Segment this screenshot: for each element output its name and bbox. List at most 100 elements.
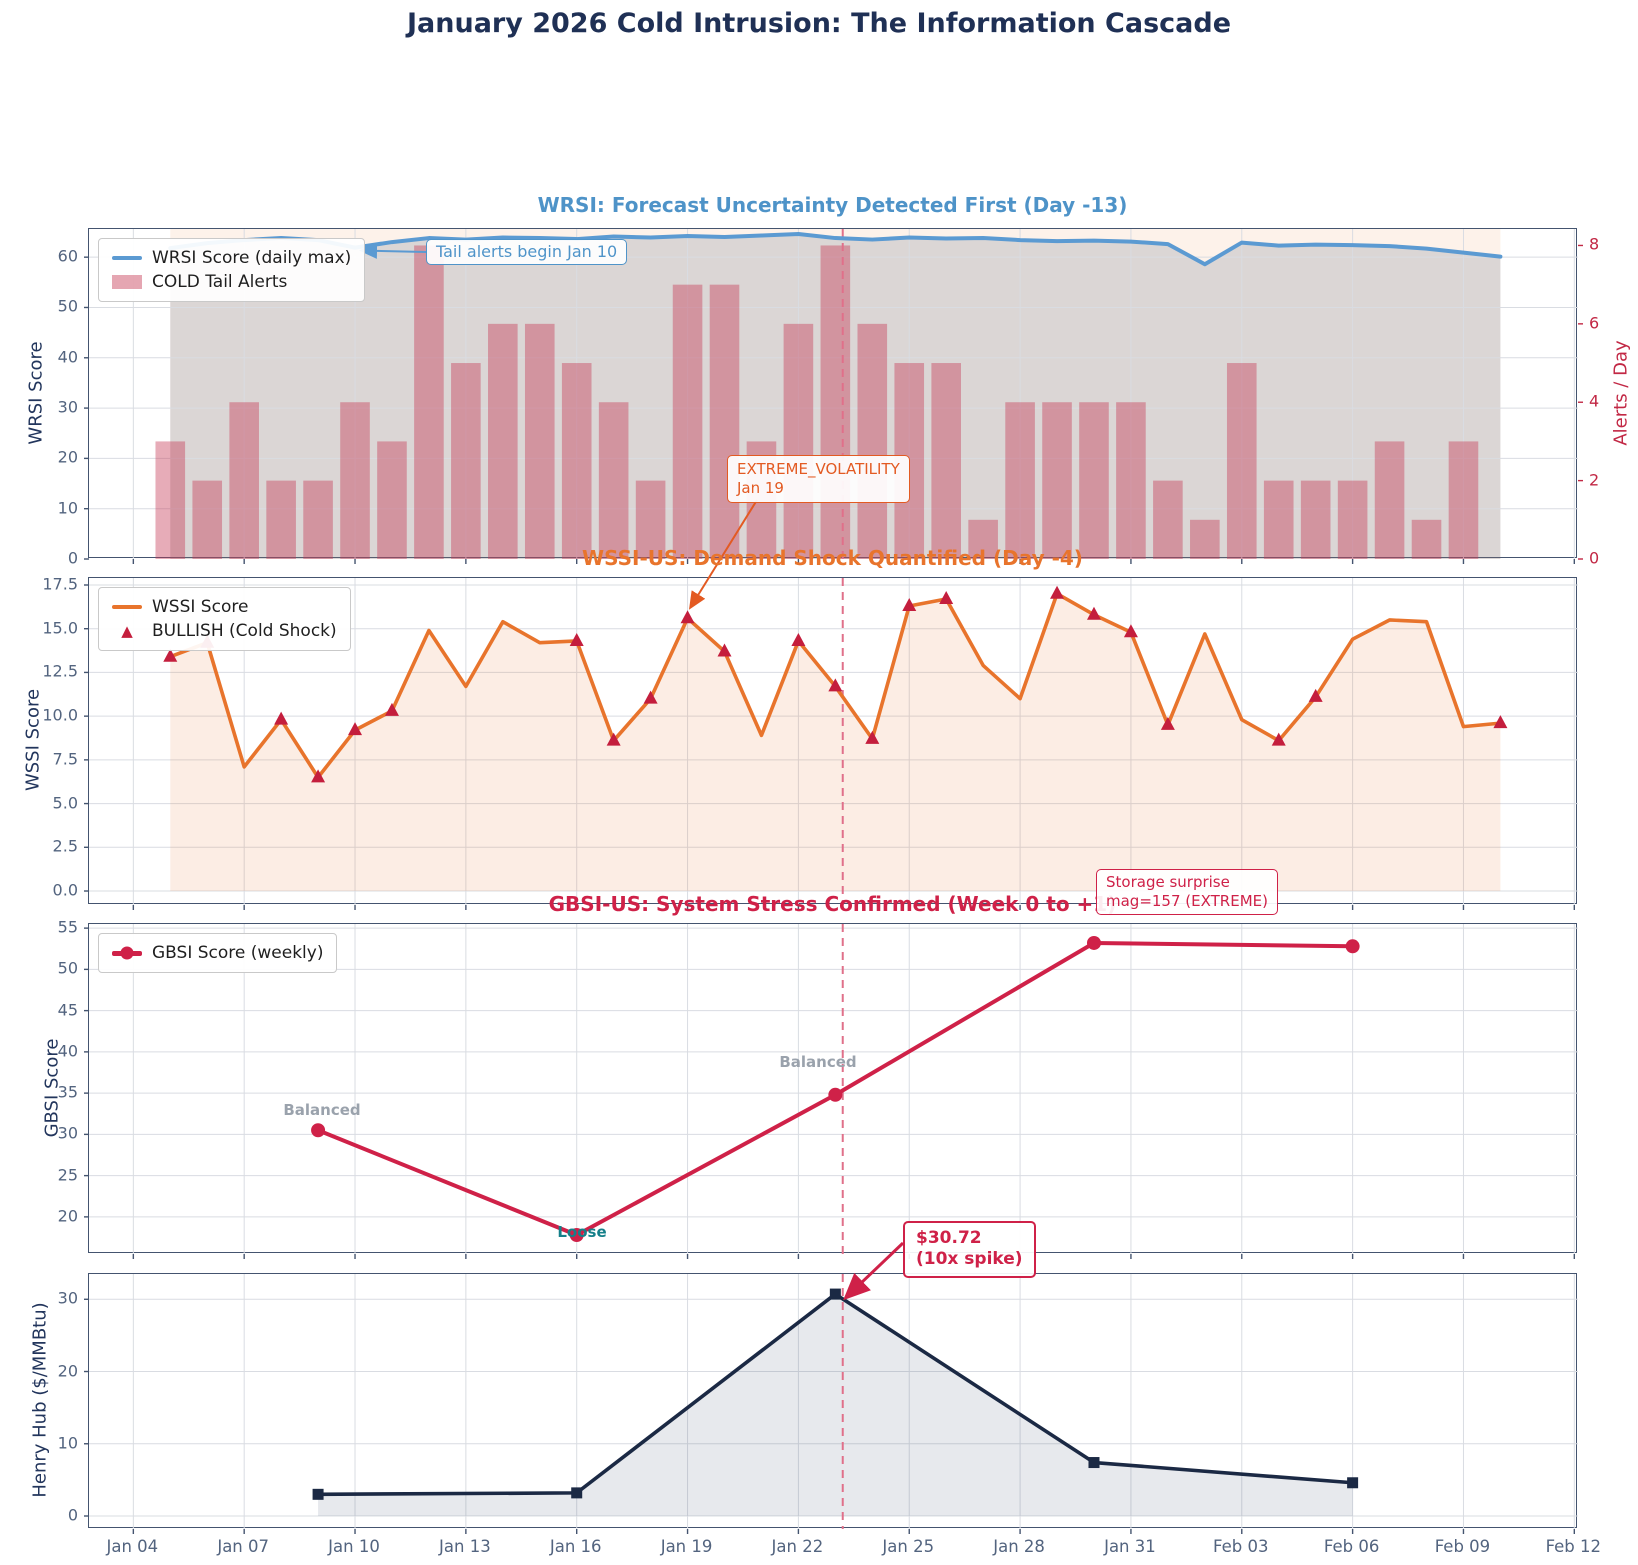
henry-y-tick-label: 0 [67,1505,78,1525]
alerts-y-tick-label: 2 [1589,470,1600,490]
gbsi-panel-title: GBSI-US: System Stress Confirmed (Week 0… [548,892,1117,916]
bullish-marker [1160,716,1175,730]
bullish-marker [1050,585,1065,599]
alerts-y-tick-label: 8 [1589,234,1600,254]
wssi-legend: WSSI Score ▲ BULLISH (Cold Shock) [98,587,351,651]
wssi-y-axis-label: WSSI Score [22,688,44,792]
bullish-marker [939,590,954,604]
henry-point-marker [1347,1477,1359,1489]
wrsi-y-axis-label: WRSI Score [25,341,47,445]
cold-tail-alert-bar [1116,402,1146,559]
price-spike-line1: $30.72 [916,1228,982,1248]
x-tick-label: Jan 28 [993,1537,1045,1556]
henry-y-axis-label: Henry Hub ($/MMBtu) [29,1302,51,1498]
storage-surprise-line2: mag=157 (EXTREME) [1106,891,1268,910]
gbsi-point-marker [828,1087,843,1102]
wrsi-y-tick-label: 50 [57,296,78,316]
legend-item-wssi: WSSI Score [112,595,337,619]
cold-tail-alert-bar [598,402,629,559]
cold-tail-alert-bar [931,363,961,559]
wssi-y-tick-label: 10.0 [42,705,78,725]
gbsi-point-marker [569,1228,584,1243]
cold-tail-alert-bar [857,323,888,559]
bullish-marker [1493,715,1508,729]
bullish-triangle-icon: ▲ [121,621,133,640]
henry-y-tick-label: 10 [57,1433,78,1453]
bullish-marker [384,702,399,716]
gbsi-panel: GBSI Score (weekly) [84,923,1578,1259]
henry-point-marker [571,1487,583,1499]
henry-point-marker [1088,1457,1100,1469]
cold-tail-alert-bar [414,245,444,559]
wssi-y-tick-label: 5.0 [52,793,78,813]
bullish-marker [163,648,178,662]
wrsi-y-tick-label: 30 [57,397,78,417]
wrsi-line-swatch-icon [112,255,142,261]
gbsi-legend: GBSI Score (weekly) [98,933,338,973]
henry-area-fill [318,1294,1353,1516]
legend-label: BULLISH (Cold Shock) [152,621,337,641]
wssi-y-tick-label: 15.0 [42,618,78,638]
cold-tail-alert-bar [1190,519,1220,559]
cold-tail-alert-bar [229,402,259,559]
price-spike-line2: (10x spike) [916,1249,1023,1270]
storage-surprise-annotation: Storage surprise mag=157 (EXTREME) [1096,869,1278,915]
wssi-line-swatch-icon [112,604,142,610]
cold-tail-alert-bar [820,245,851,559]
wssi-y-tick-label: 2.5 [52,836,78,856]
henry-y-tick-label: 20 [57,1361,78,1381]
cold-period-span [170,229,1501,559]
x-tick-label: Feb 12 [1545,1537,1602,1556]
bullish-marker [1271,732,1286,746]
gbsi-y-tick-label: 35 [57,1082,78,1102]
cold-tail-alert-bar [1411,519,1442,559]
cold-tail-alert-bar [635,480,666,559]
henry-point-marker [829,1288,841,1300]
wrsi-y-tick-label: 60 [57,246,78,266]
price-spike-annotation: $30.72 (10x spike) [903,1221,1036,1278]
bullish-marker [643,690,658,704]
cold-tail-alert-bar [783,323,814,559]
x-tick-label: Feb 03 [1213,1537,1269,1556]
bullish-marker [1086,606,1101,620]
wrsi-y-tick-label: 10 [57,498,78,518]
bullish-marker [791,632,806,646]
cold-tail-alert-bar [1374,441,1405,559]
gbsi-point-marker [311,1123,326,1138]
bullish-marker [606,732,621,746]
wssi-area-fill [170,593,1501,892]
henry-hub-panel [84,1273,1578,1534]
gbsi-dotline-swatch-icon [112,950,142,956]
gbsi-y-tick-label: 55 [57,917,78,937]
legend-item-alerts: COLD Tail Alerts [112,270,351,294]
gbsi-y-tick-label: 25 [57,1165,78,1185]
page-title: January 2026 Cold Intrusion: The Informa… [406,8,1232,39]
gbsi-point-marker [1345,939,1360,954]
cold-tail-alert-bar [1042,402,1072,559]
extreme-volatility-annotation: EXTREME_VOLATILITY Jan 19 [727,455,910,503]
legend-item-wrsi: WRSI Score (daily max) [112,246,351,270]
gbsi-y-tick-label: 20 [57,1206,78,1226]
cold-tail-alert-bar [709,284,740,559]
wssi-panel-title: WSSI-US: Demand Shock Quantified (Day -4… [582,546,1083,570]
alerts-y-tick-label: 6 [1589,313,1600,333]
wrsi-panel-title: WRSI: Forecast Uncertainty Detected Firs… [537,193,1128,217]
wrsi-panel: WRSI Score (daily max) COLD Tail Alerts [84,228,1583,564]
tail-alerts-annotation: Tail alerts begin Jan 10 [426,239,628,265]
wssi-panel: WSSI Score ▲ BULLISH (Cold Shock) [84,577,1578,910]
wrsi-y-tick-label: 0 [67,548,78,568]
cold-tail-alert-bar [1005,402,1035,559]
x-tick-label: Jan 07 [217,1537,270,1556]
cold-tail-alert-bar [1226,363,1257,559]
cold-tail-alert-bar [561,363,592,559]
cold-tail-alert-bar [524,323,555,559]
x-tick-label: Jan 13 [439,1537,491,1556]
storage-surprise-line1: Storage surprise [1106,873,1230,891]
gbsi-y-tick-label: 50 [57,958,78,978]
x-tick-label: Jan 22 [771,1537,824,1556]
henry-point-marker [312,1488,324,1500]
bullish-marker [1308,688,1323,702]
bullish-marker [902,597,917,611]
alerts-y-tick-label: 4 [1589,391,1600,411]
x-tick-label: Jan 25 [882,1537,935,1556]
